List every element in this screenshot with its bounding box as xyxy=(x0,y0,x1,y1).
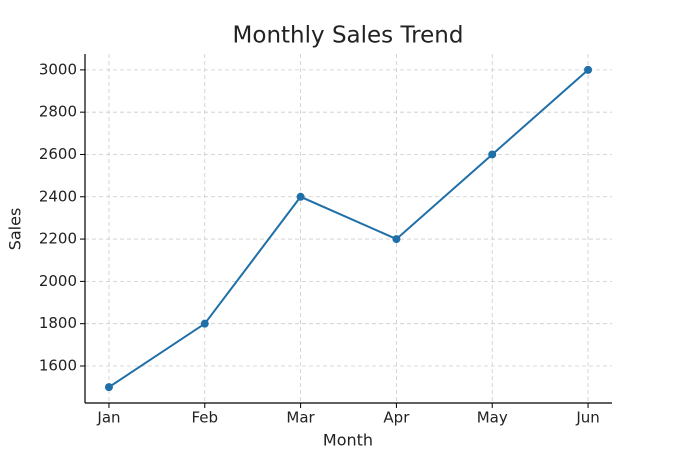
chart-title: Monthly Sales Trend xyxy=(233,23,464,49)
y-tick-label: 2800 xyxy=(39,103,77,121)
x-tick-label: Jun xyxy=(575,409,599,427)
x-tick-label: Apr xyxy=(383,409,410,427)
x-tick-label: May xyxy=(477,409,508,427)
marker xyxy=(104,383,113,392)
marker xyxy=(488,150,497,159)
marker xyxy=(200,319,209,328)
x-tick-label: Mar xyxy=(286,409,315,427)
plot-area xyxy=(104,65,593,392)
line xyxy=(108,69,589,388)
y-tick-label: 3000 xyxy=(39,60,77,78)
x-axis-label: Month xyxy=(323,431,373,450)
y-tick-label: 2600 xyxy=(39,145,77,163)
marker xyxy=(584,65,593,74)
y-tick-label: 2200 xyxy=(39,230,77,248)
grid xyxy=(85,54,612,403)
x-tick-label: Feb xyxy=(191,409,218,427)
y-tick-label: 2400 xyxy=(39,187,77,205)
x-tick-label: Jan xyxy=(96,409,120,427)
y-tick-label: 1600 xyxy=(39,356,77,374)
y-tick-label: 2000 xyxy=(39,272,77,290)
marker xyxy=(392,235,401,244)
y-axis-label: Sales xyxy=(6,208,25,251)
y-tick-label: 1800 xyxy=(39,314,77,332)
marker xyxy=(296,192,305,201)
